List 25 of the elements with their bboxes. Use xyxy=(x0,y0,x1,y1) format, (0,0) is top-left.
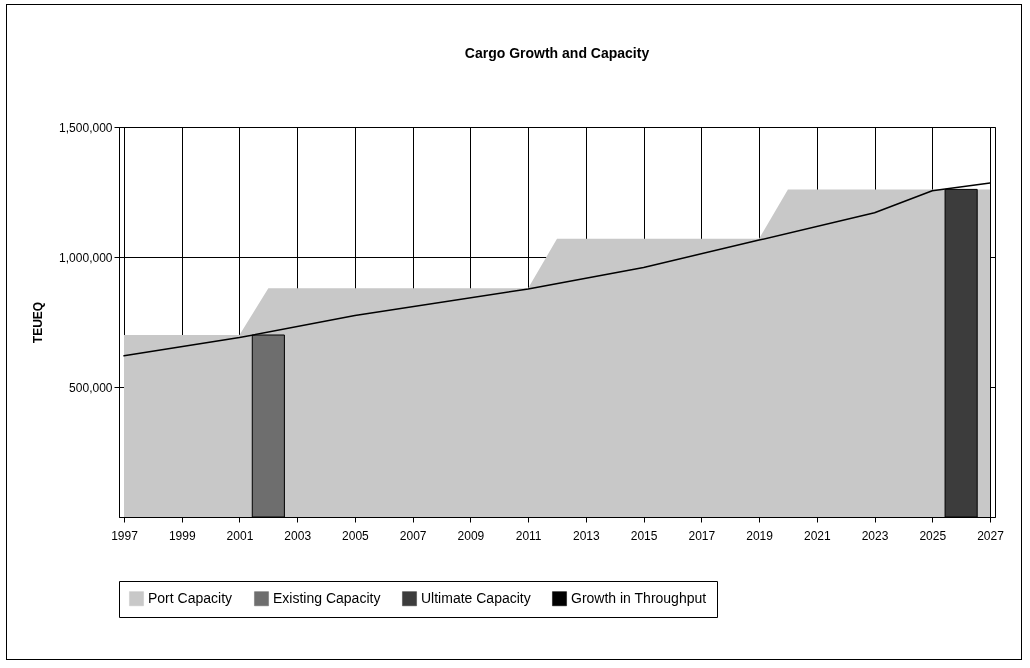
x-tick-label: 2011 xyxy=(515,528,542,543)
x-tick-label: 2003 xyxy=(284,528,312,543)
y-tick-label: 1,000,000 xyxy=(59,250,113,265)
legend-label: Existing Capacity xyxy=(273,589,381,606)
x-tick-label: 2013 xyxy=(573,528,601,543)
x-tick-label: 2017 xyxy=(688,528,716,543)
legend-label: Port Capacity xyxy=(148,589,233,606)
y-tick-label: 1,500,000 xyxy=(59,120,113,135)
y-axis-title: TEUEQ xyxy=(31,301,46,344)
x-tick-label: 2005 xyxy=(342,528,370,543)
x-tick-label: 2021 xyxy=(803,528,831,543)
x-tick-label: 2009 xyxy=(457,528,485,543)
x-tick-label: 2027 xyxy=(977,528,1005,543)
x-tick-label: 2019 xyxy=(746,528,774,543)
legend-label: Ultimate Capacity xyxy=(421,589,531,606)
x-tick-label: 2025 xyxy=(919,528,947,543)
x-tick-label: 2023 xyxy=(861,528,889,543)
x-tick-label: 2007 xyxy=(399,528,427,543)
legend-label: Growth in Throughput xyxy=(571,589,707,606)
x-tick-label: 2001 xyxy=(226,528,254,543)
x-tick-label: 1999 xyxy=(168,528,196,543)
y-tick-label: 500,000 xyxy=(69,380,113,395)
x-tick-label: 1997 xyxy=(111,528,139,543)
x-tick-label: 2015 xyxy=(630,528,658,543)
chart-title: Cargo Growth and Capacity xyxy=(464,45,650,61)
